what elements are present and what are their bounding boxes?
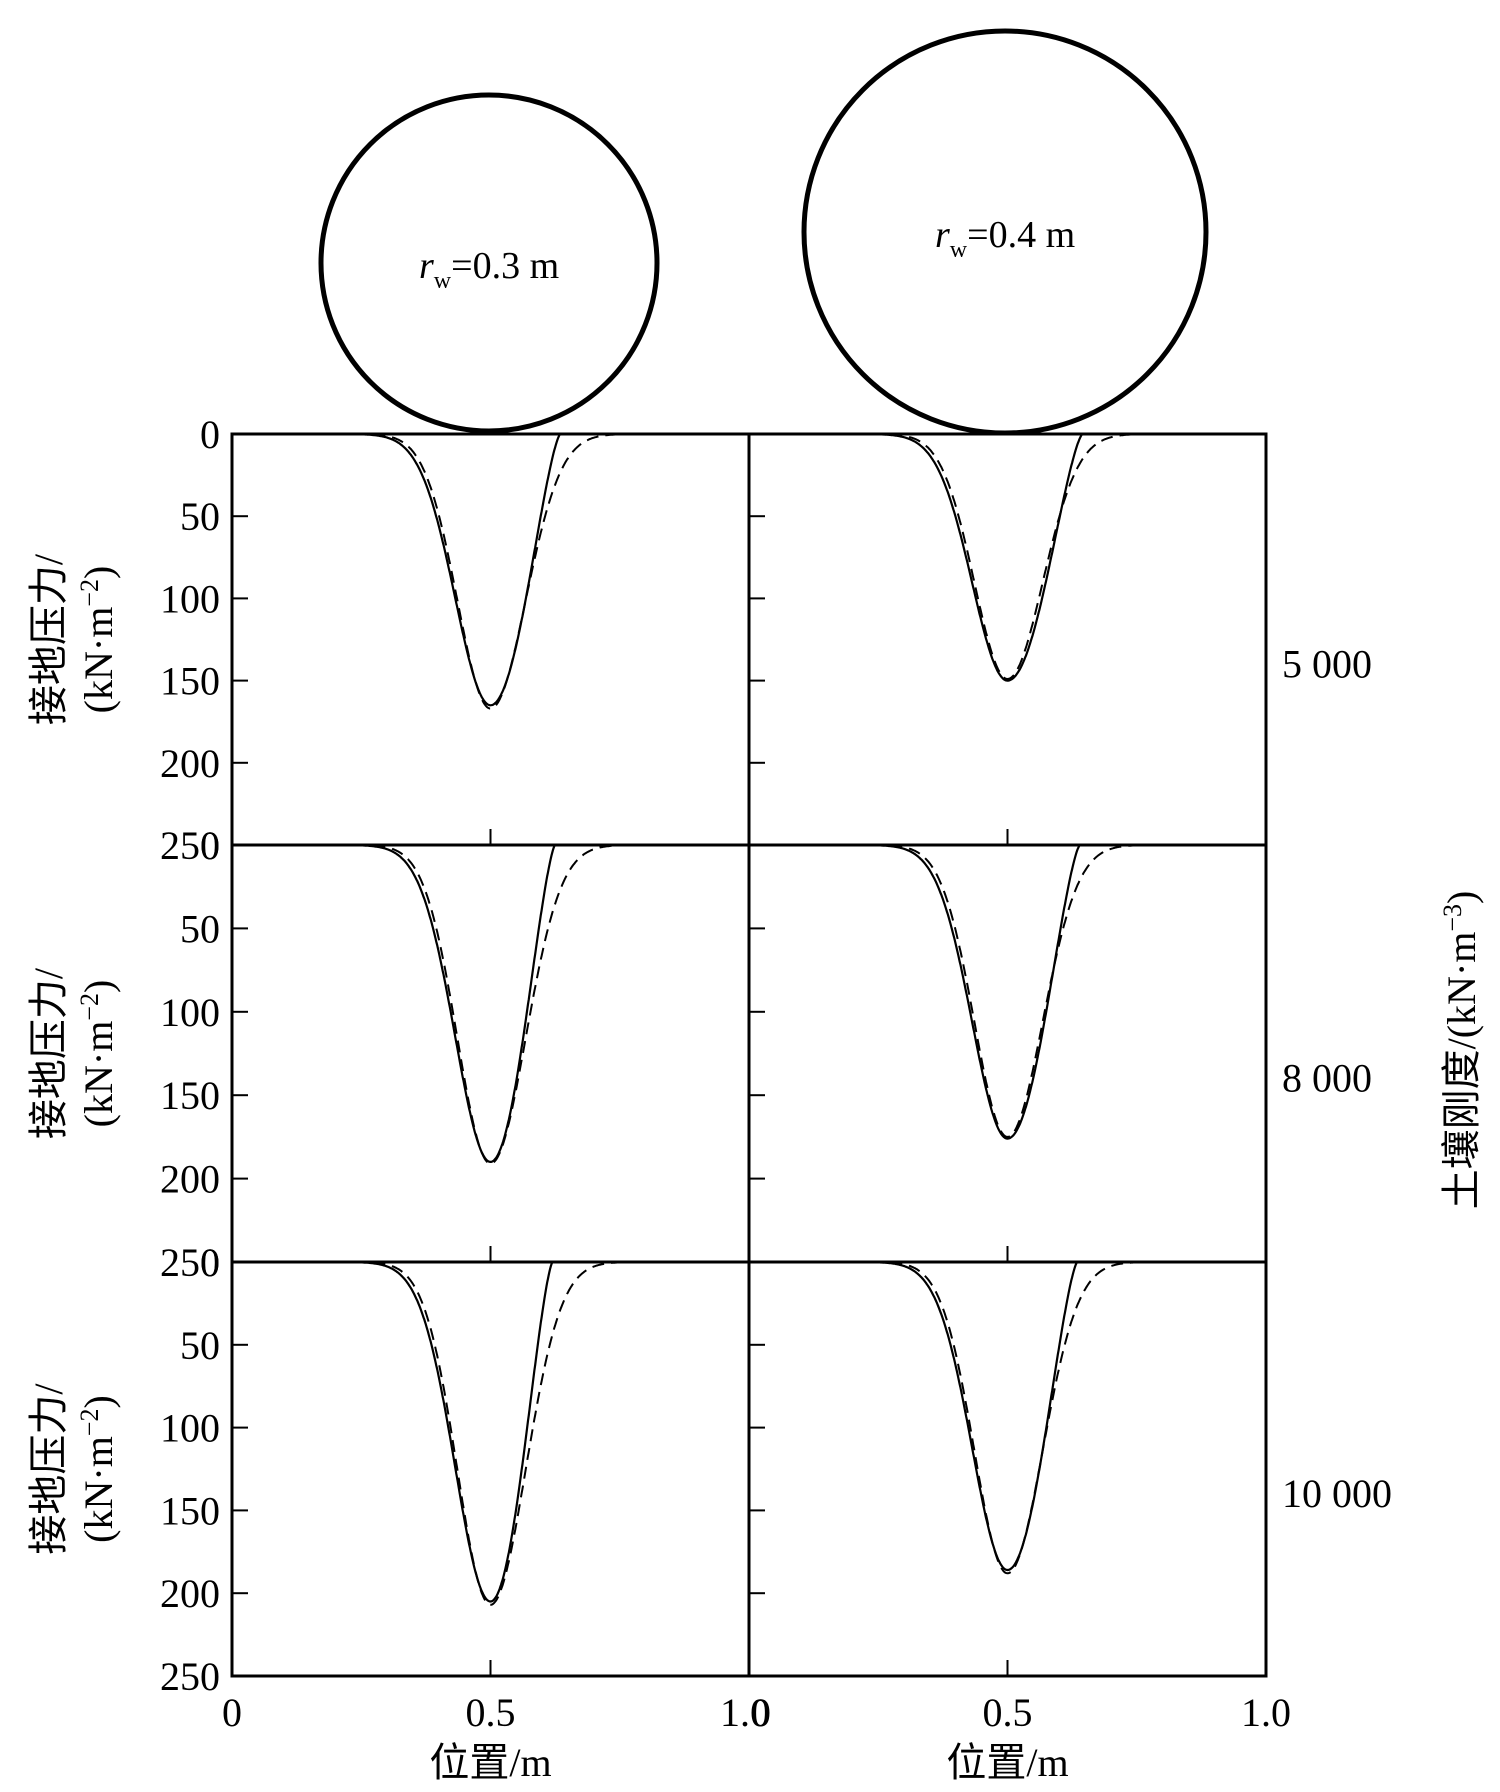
- stiffness-label: 8 000: [1282, 1056, 1372, 1101]
- y-axis-title-line1: 接地压力/: [26, 553, 71, 725]
- stiffness-label: 5 000: [1282, 642, 1372, 687]
- y-tick-label: 50: [180, 906, 220, 951]
- y-tick-label: 50: [180, 1323, 220, 1368]
- dashed-pressure-curve: [852, 844, 1137, 1138]
- y-tick-label: 150: [160, 659, 220, 704]
- y-tick-label: 100: [160, 1406, 220, 1451]
- solid-pressure-curve: [335, 432, 561, 707]
- panel-r2-c2: [747, 843, 1268, 1264]
- y-tick-label: 150: [160, 1488, 220, 1533]
- x-axis-title: 位置/m: [946, 1740, 1068, 1785]
- y-axis-title-line2: (kN·m−2): [75, 980, 121, 1128]
- y-tick-label: 250: [160, 823, 220, 868]
- solid-pressure-curve: [335, 1260, 554, 1603]
- y-axis-title-line1: 接地压力/: [26, 1383, 71, 1555]
- x-tick-label: 0.5: [466, 1690, 516, 1735]
- wheel-diagrams: rw=0.3 m rw=0.4 m: [318, 28, 1209, 436]
- y-tick-label: 50: [180, 494, 220, 539]
- y-axis-title-line1: 接地压力/: [26, 967, 71, 1139]
- solid-pressure-curve: [335, 843, 557, 1163]
- x-tick-label: 1.0: [1241, 1690, 1291, 1735]
- panel-frame: [747, 432, 1268, 847]
- solid-pressure-curve: [852, 1260, 1078, 1572]
- x-tick-label: 0.5: [983, 1690, 1033, 1735]
- y-tick-label: 100: [160, 576, 220, 621]
- panel-frame: [230, 843, 751, 1264]
- panel-r1-c1: 0 50 100 150 200 250 接地压力/(kN·m−2): [26, 412, 751, 868]
- dashed-pressure-curve: [335, 433, 620, 710]
- panel-frame: [230, 1260, 751, 1678]
- wheel-radius-label: rw=0.4 m: [935, 214, 1075, 263]
- y-axis-title-line2: (kN·m−2): [75, 1395, 121, 1543]
- panel-frame: [230, 432, 751, 847]
- x-tick-label: 0: [751, 1690, 771, 1735]
- y-axis-title-line2: (kN·m−2): [75, 566, 121, 714]
- y-tick-label: 250: [160, 1240, 220, 1285]
- y-tick-label: 0: [200, 823, 220, 868]
- dashed-pressure-curve: [335, 1261, 620, 1606]
- y-tick-label: 150: [160, 1073, 220, 1118]
- chart-panels: 050100150200250接地压力/(kN·m−2)050100150200…: [26, 412, 1291, 1785]
- soil-stiffness-title: 土壤刚度/(kN·m−3): [1438, 891, 1484, 1210]
- x-axis-title: 位置/m: [429, 1740, 551, 1785]
- y-tick-label: 250: [160, 1654, 220, 1699]
- x-tick-label: 0: [222, 1690, 242, 1735]
- panel-frame: [747, 843, 1268, 1264]
- y-tick-label: 100: [160, 990, 220, 1035]
- panel-frame: [747, 1260, 1268, 1678]
- solid-pressure-curve: [852, 432, 1083, 682]
- solid-pressure-curve: [852, 843, 1081, 1140]
- panel-r2-c1: 0 50 100 150 200 250 接地压力/(kN·m−2): [26, 823, 751, 1285]
- y-tick-label: 200: [160, 1571, 220, 1616]
- y-tick-label: 0: [200, 1240, 220, 1285]
- dashed-pressure-curve: [335, 844, 620, 1165]
- axis-labels: 5 000 8 000 10 000 土壤刚度/(kN·m−3): [1282, 642, 1484, 1517]
- y-tick-label: 0: [200, 412, 220, 457]
- stiffness-label: 10 000: [1282, 1471, 1392, 1516]
- dashed-pressure-curve: [852, 1261, 1137, 1575]
- dashed-pressure-curve: [852, 433, 1137, 681]
- y-tick-label: 200: [160, 741, 220, 786]
- wheel-circle: [318, 92, 660, 434]
- wheel-2: rw=0.4 m: [801, 28, 1209, 436]
- panel-r3-c2: 0 0.5 1.0 位置/m: [747, 1260, 1291, 1785]
- wheel-radius-label: rw=0.3 m: [419, 245, 559, 294]
- x-tick-label: 1.0: [720, 1690, 770, 1735]
- y-tick-label: 200: [160, 1157, 220, 1202]
- wheel-1: rw=0.3 m: [318, 92, 660, 434]
- panel-r1-c2: [747, 432, 1268, 847]
